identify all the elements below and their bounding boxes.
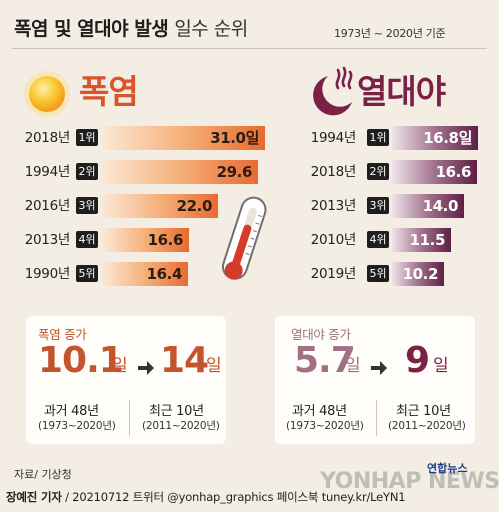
- source-note: 자료/ 기상청: [14, 468, 72, 481]
- tropical-night-year-label: 1994년: [310, 130, 357, 146]
- heatwave-rank-badge: 1위: [76, 129, 98, 146]
- title-sub: 일수 순위: [174, 18, 248, 40]
- tropical-night-rank-badge: 2위: [367, 163, 389, 180]
- arrow-right-icon: [138, 361, 154, 375]
- tropical-night-rank-badge: 4위: [367, 231, 389, 248]
- title-main: 폭염 및 열대야 발생: [14, 18, 169, 40]
- tropical-night-increase-to-unit: 일: [433, 356, 449, 376]
- heatwave-rank-badge: 2위: [76, 163, 98, 180]
- heatwave-value-label: 16.6: [147, 231, 184, 249]
- heatwave-year-label: 2018년: [24, 130, 71, 146]
- heatwave-bar: [102, 262, 188, 286]
- heatwave-increase-label: 폭염 증가: [38, 327, 87, 342]
- heatwave-period-divider: [129, 400, 130, 436]
- heatwave-increase-from-unit: 일: [112, 356, 128, 376]
- heatwave-bar: [102, 194, 218, 218]
- tropical-night-value-label: 16.8일: [423, 129, 472, 147]
- heatwave-increase-card: [26, 316, 226, 444]
- tropical-night-increase-from-unit: 일: [345, 356, 361, 376]
- tropical-night-period-divider: [376, 400, 377, 436]
- heatwave-year-label: 1990년: [24, 266, 71, 282]
- yonhap-logo: 연합뉴스: [427, 462, 468, 475]
- heatwave-period-past-range: (1973~2020년): [38, 420, 116, 432]
- tropical-night-value-label: 16.6: [435, 163, 472, 181]
- tropical-night-period-past: 과거 48년: [292, 404, 347, 419]
- credit-author: 장예진 기자: [6, 490, 62, 504]
- sun-icon: [24, 71, 70, 117]
- tropical-night-rank-badge: 3위: [367, 197, 389, 214]
- tropical-night-bar: [392, 228, 451, 252]
- tropical-night-rank-badge: 1위: [367, 129, 389, 146]
- basis-note: 1973년 ~ 2020년 기준: [334, 27, 446, 40]
- tropical-night-value-label: 11.5: [409, 231, 446, 249]
- heatwave-value-label: 29.6: [216, 163, 253, 181]
- heatwave-increase-to: 14: [160, 340, 209, 381]
- page-title: 폭염 및 열대야 발생 일수 순위: [14, 14, 248, 41]
- tropical-night-bar: [392, 126, 478, 150]
- heatwave-period-past: 과거 48년: [44, 404, 99, 419]
- tropical-night-year-label: 2013년: [310, 198, 357, 214]
- tropical-night-year-label: 2019년: [310, 266, 357, 282]
- heatwave-increase-to-unit: 일: [206, 356, 222, 376]
- heatwave-value-label: 31.0일: [210, 129, 259, 147]
- heatwave-period-recent-range: (2011~2020년): [142, 420, 220, 432]
- heatwave-bar: [102, 160, 258, 184]
- heatwave-year-label: 1994년: [24, 164, 71, 180]
- heatwave-bar: [102, 126, 265, 150]
- heatwave-year-label: 2013년: [24, 232, 71, 248]
- tropical-night-period-recent-range: (2011~2020년): [388, 420, 466, 432]
- heatwave-value-label: 22.0: [176, 197, 213, 215]
- tropical-night-title: 열대야: [357, 72, 446, 111]
- tropical-night-increase-to: 9: [405, 340, 430, 381]
- tropical-night-bar: [392, 160, 477, 184]
- tropical-night-rank-badge: 5위: [367, 265, 389, 282]
- header-divider: [12, 48, 487, 49]
- credit-line: 장예진 기자 / 20210712 트위터 @yonhap_graphics 페…: [6, 489, 406, 505]
- tropical-night-period-recent: 최근 10년: [396, 404, 451, 419]
- tropical-night-bar: [392, 262, 444, 286]
- heatwave-year-label: 2016년: [24, 198, 71, 214]
- arrow-right-icon: [371, 361, 387, 375]
- heatwave-rank-badge: 4위: [76, 231, 98, 248]
- tropical-night-value-label: 14.0: [422, 197, 459, 215]
- thermometer-icon: [221, 196, 267, 280]
- tropical-night-bar: [392, 194, 464, 218]
- heatwave-increase-from: 10.1: [38, 340, 124, 381]
- watermark: YONHAP NEWS: [320, 469, 499, 494]
- moon-heat-icon: [313, 66, 353, 116]
- heatwave-title: 폭염: [79, 72, 139, 111]
- heatwave-rank-badge: 5위: [76, 265, 98, 282]
- tropical-night-year-label: 2010년: [310, 232, 357, 248]
- tropical-night-value-label: 10.2: [402, 265, 439, 283]
- heatwave-period-recent: 최근 10년: [149, 404, 204, 419]
- heatwave-value-label: 16.4: [146, 265, 183, 283]
- tropical-night-increase-card: [275, 316, 475, 444]
- credit-rest: / 20210712 트위터 @yonhap_graphics 페이스북 tun…: [61, 490, 406, 504]
- heatwave-bar: [102, 228, 189, 252]
- tropical-night-year-label: 2018년: [310, 164, 357, 180]
- tropical-night-period-past-range: (1973~2020년): [286, 420, 364, 432]
- heatwave-rank-badge: 3위: [76, 197, 98, 214]
- tropical-night-increase-from: 5.7: [294, 340, 356, 381]
- tropical-night-increase-label: 열대야 증가: [291, 327, 351, 342]
